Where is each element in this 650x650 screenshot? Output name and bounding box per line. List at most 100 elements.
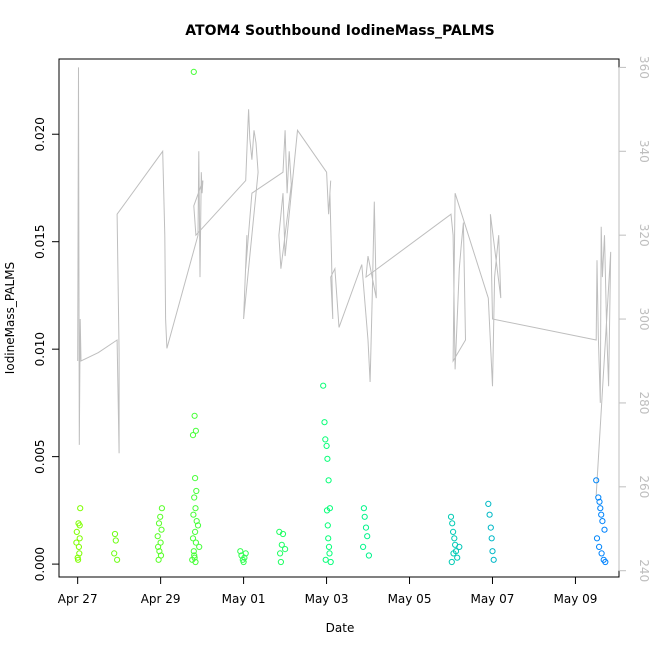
- data-point: [593, 477, 600, 484]
- x-tick-label: May 07: [471, 592, 515, 606]
- data-point: [449, 520, 456, 527]
- data-point: [237, 548, 244, 555]
- data-point: [602, 558, 609, 566]
- data-point: [193, 487, 200, 495]
- y-tick-label: 0.020: [33, 117, 47, 151]
- data-point: [76, 522, 83, 529]
- data-point: [276, 528, 283, 536]
- right-tick-label: 260: [637, 475, 650, 498]
- data-point: [155, 543, 162, 551]
- x-tick-label: May 01: [222, 592, 266, 606]
- data-point: [158, 526, 165, 533]
- data-point: [454, 554, 461, 561]
- y-axis-label: IodineMass_PALMS: [3, 262, 17, 374]
- right-tick-label: 240: [637, 559, 650, 582]
- data-point: [325, 477, 332, 484]
- x-tick-label: May 05: [388, 592, 432, 606]
- data-point: [157, 552, 165, 559]
- data-point: [599, 518, 606, 525]
- data-point: [323, 442, 330, 449]
- data-point: [321, 419, 328, 426]
- data-point: [488, 535, 495, 542]
- data-point: [189, 535, 197, 542]
- data-point: [450, 550, 457, 557]
- altitude-line: [77, 67, 612, 496]
- data-point: [190, 548, 197, 555]
- x-tick-label: May 03: [305, 592, 349, 606]
- data-point: [447, 513, 455, 520]
- data-point: [451, 535, 458, 542]
- data-point: [322, 436, 329, 443]
- data-point: [158, 505, 165, 512]
- data-point: [114, 556, 121, 563]
- data-point: [489, 548, 496, 555]
- data-point: [190, 511, 197, 518]
- data-point: [111, 530, 119, 538]
- y-tick-label: 0.000: [33, 547, 47, 581]
- data-point: [76, 550, 83, 557]
- data-point: [596, 498, 603, 505]
- chart-title: ATOM4 Southbound IodineMass_PALMS: [185, 23, 494, 39]
- data-point: [191, 412, 198, 419]
- right-tick-label: 360: [637, 56, 650, 79]
- data-point: [596, 543, 603, 551]
- data-point: [242, 550, 249, 557]
- data-point: [282, 546, 289, 553]
- data-point: [361, 513, 368, 520]
- right-axis: 240 260 280 300 320 340 360: [618, 56, 650, 582]
- data-point: [76, 535, 83, 542]
- data-point: [322, 556, 329, 563]
- data-point: [75, 556, 82, 563]
- data-point: [598, 511, 605, 518]
- right-tick-label: 320: [637, 224, 650, 247]
- data-point: [325, 543, 333, 551]
- y-axis: 0.000 0.005 0.010 0.015 0.020: [33, 117, 60, 581]
- data-point: [323, 507, 331, 514]
- points-series: [73, 68, 609, 566]
- y-tick-label: 0.005: [33, 439, 47, 473]
- data-point: [365, 552, 372, 559]
- data-point: [240, 558, 247, 566]
- data-point: [325, 535, 332, 542]
- data-point: [593, 535, 601, 542]
- y-tick-label: 0.015: [33, 225, 47, 259]
- data-point: [487, 524, 494, 531]
- x-axis: Apr 27 Apr 29 May 01 May 03 May 05 May 07 May …: [58, 576, 597, 606]
- data-point: [277, 550, 284, 557]
- data-point: [194, 522, 202, 529]
- data-point: [189, 432, 197, 439]
- data-point: [278, 541, 285, 548]
- data-point: [192, 558, 199, 566]
- right-tick-label: 280: [637, 391, 650, 414]
- plot-frame: [58, 58, 620, 578]
- data-point: [277, 558, 284, 566]
- data-point: [73, 539, 80, 546]
- data-point: [112, 537, 119, 544]
- data-point: [192, 539, 199, 546]
- right-tick-label: 340: [637, 140, 650, 163]
- data-point: [324, 455, 331, 462]
- data-point: [595, 494, 602, 501]
- data-point: [327, 558, 334, 566]
- data-point: [196, 543, 203, 551]
- right-tick-label: 300: [637, 308, 650, 331]
- data-point: [490, 556, 497, 563]
- data-point: [77, 505, 84, 512]
- data-point: [155, 520, 163, 527]
- data-point: [486, 511, 493, 518]
- y-tick-label: 0.010: [33, 332, 47, 366]
- data-point: [320, 382, 327, 389]
- data-point: [192, 475, 199, 482]
- data-point: [192, 528, 199, 536]
- data-point: [485, 500, 492, 507]
- right-axis-line-series: [77, 67, 612, 496]
- data-point: [191, 552, 198, 559]
- data-point: [241, 554, 248, 561]
- data-point: [597, 505, 604, 512]
- data-point: [598, 550, 605, 557]
- data-point: [191, 494, 198, 501]
- x-tick-label: May 09: [553, 592, 597, 606]
- data-point: [448, 558, 455, 566]
